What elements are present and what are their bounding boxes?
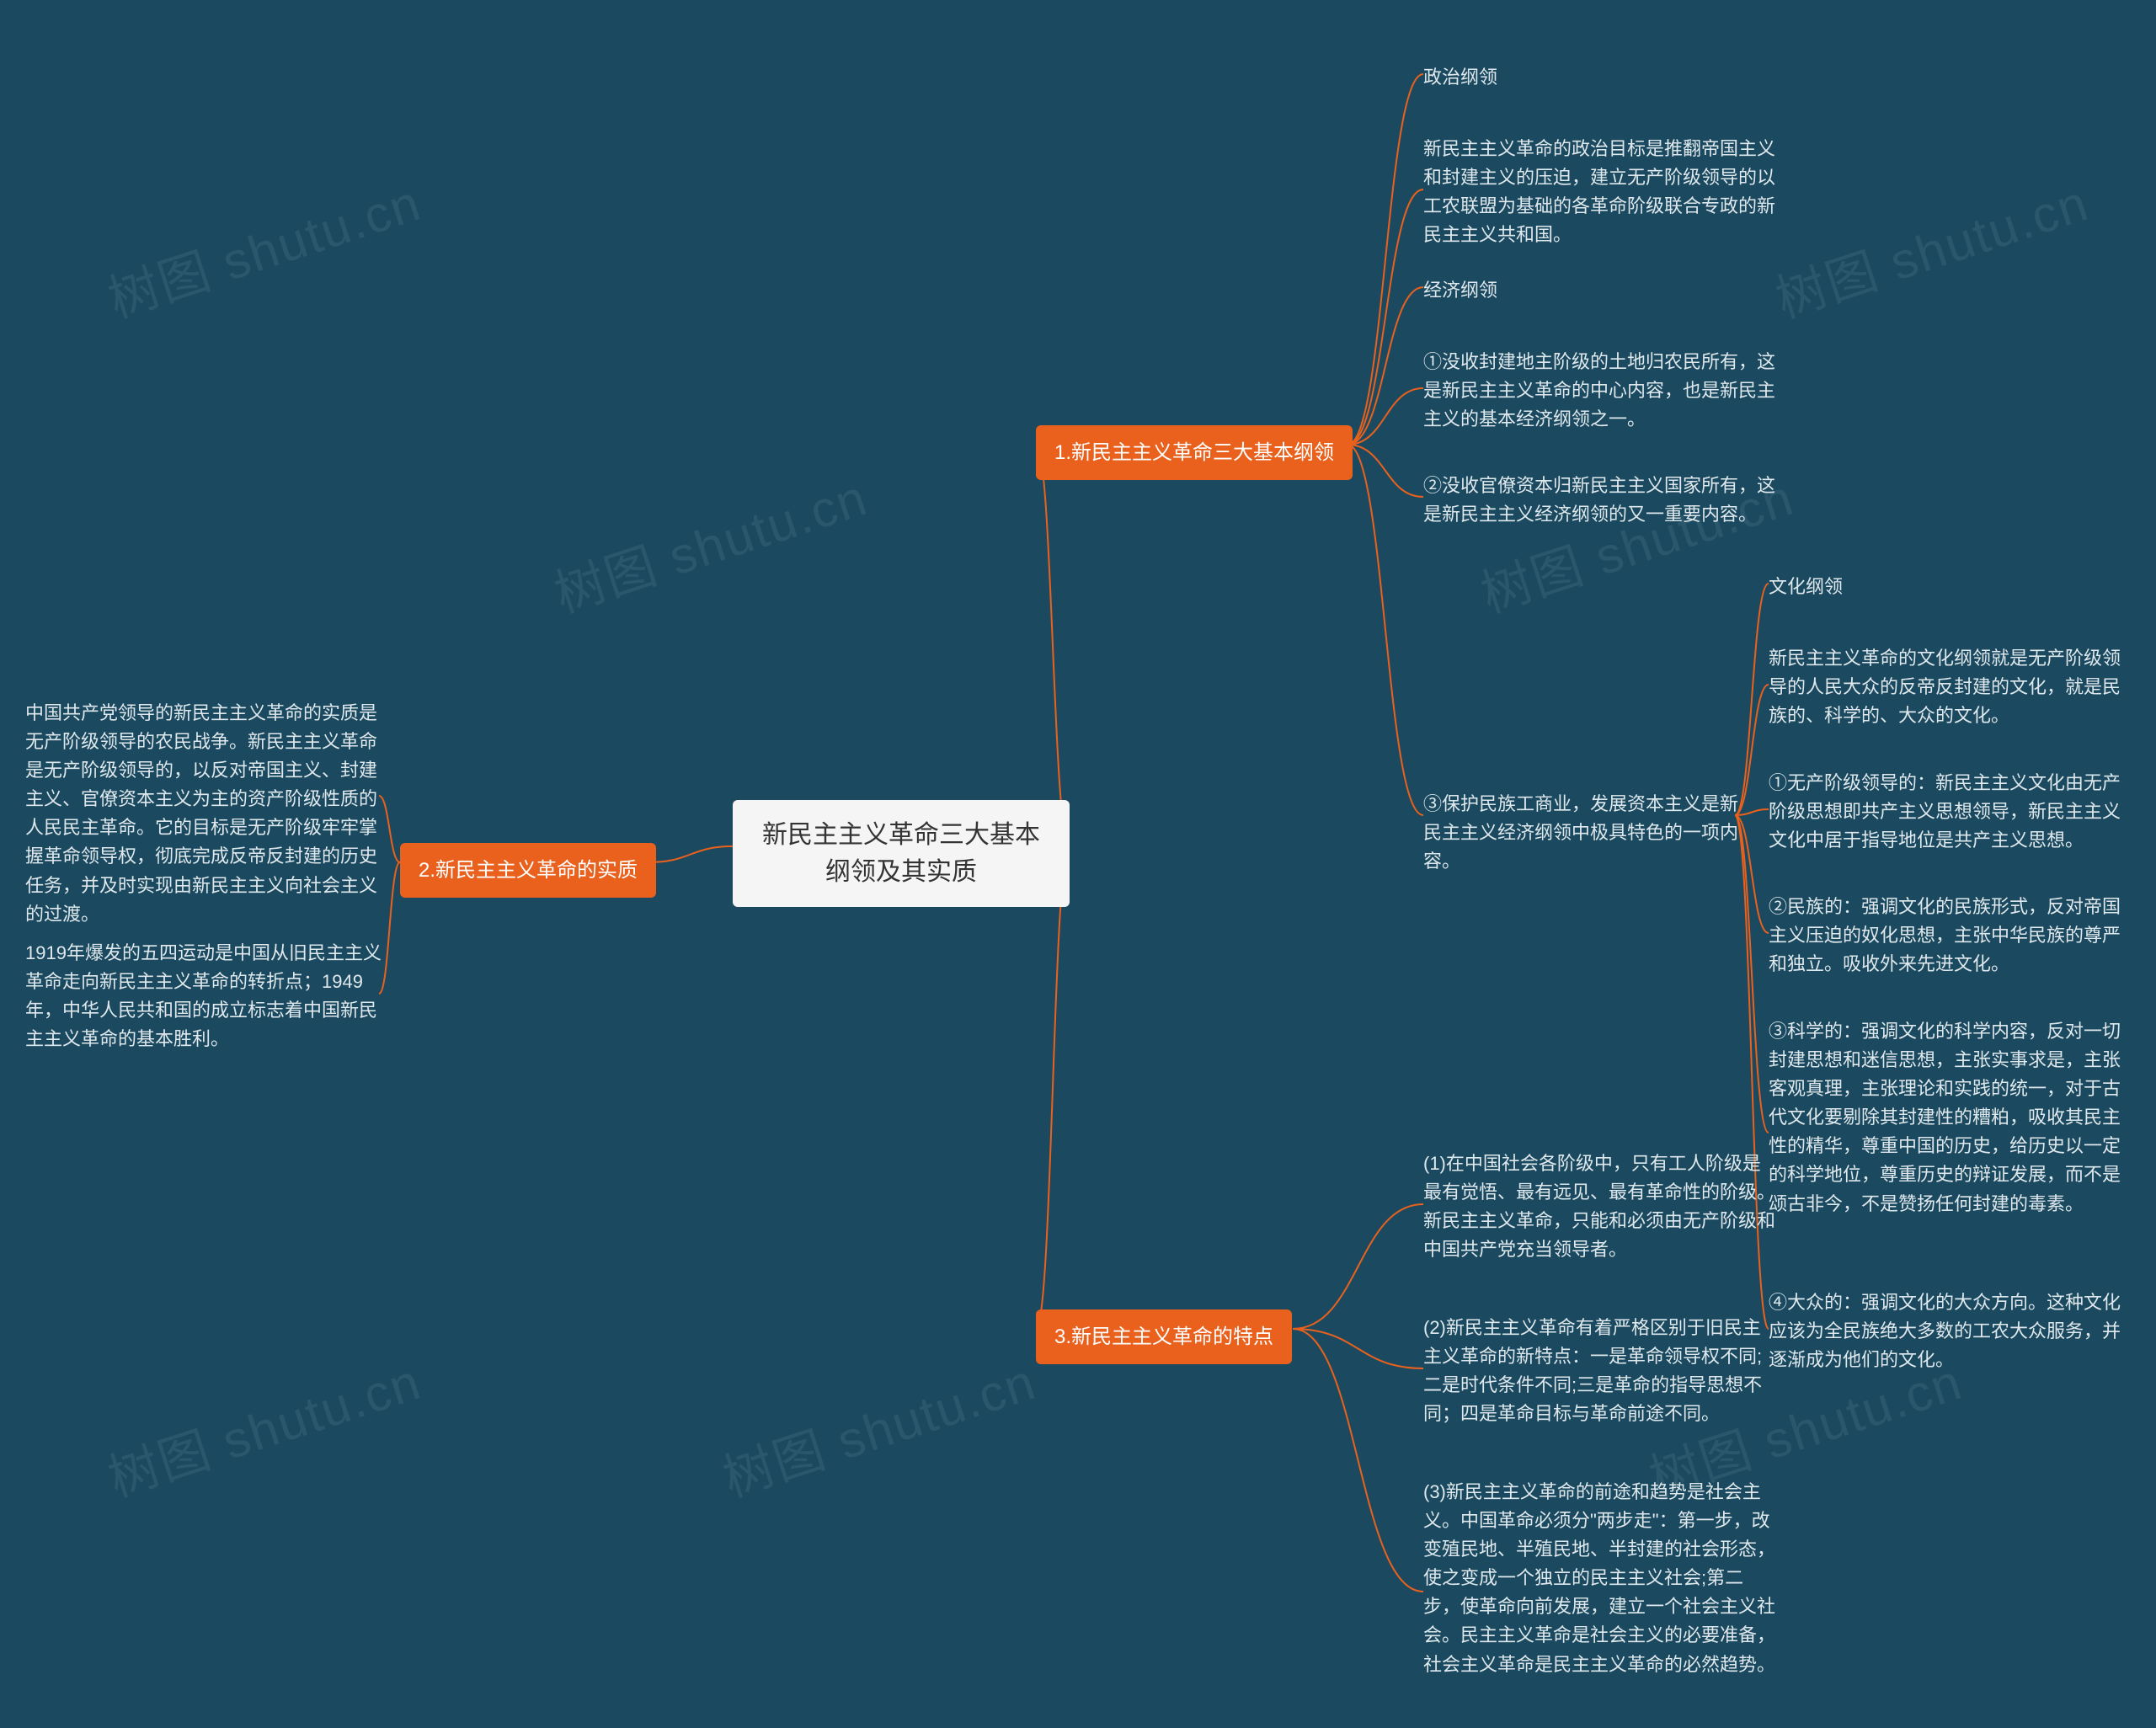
leaf-m1f[interactable]: ③保护民族工商业，发展资本主义是新民主主义经济纲领中极具特色的一项内容。 [1423, 790, 1743, 876]
watermark: 树图 shutu.cn [1765, 163, 2097, 333]
leaf-m1c[interactable]: 经济纲领 [1423, 276, 1497, 305]
watermark: 树图 shutu.cn [544, 457, 876, 627]
leaf-m1f6[interactable]: ④大众的：强调文化的大众方向。这种文化应该为全民族绝大多数的工农大众服务，并逐渐… [1769, 1288, 2122, 1374]
root-node[interactable]: 新民主主义革命三大基本 纲领及其实质 [733, 800, 1070, 907]
leaf-m1f2[interactable]: 新民主主义革命的文化纲领就是无产阶级领导的人民大众的反帝反封建的文化，就是民族的… [1769, 644, 2122, 730]
leaf-m2b[interactable]: 1919年爆发的五四运动是中国从旧民主主义革命走向新民主主义革命的转折点；194… [25, 939, 387, 1053]
leaf-m1d[interactable]: ①没收封建地主阶级的土地归农民所有，这是新民主主义革命的中心内容，也是新民主主义… [1423, 348, 1777, 434]
leaf-m1f3[interactable]: ①无产阶级领导的：新民主主义文化由无产阶级思想即共产主义思想领导，新民主主义文化… [1769, 769, 2122, 855]
leaf-m1a[interactable]: 政治纲领 [1423, 63, 1497, 92]
leaf-m1e[interactable]: ②没收官僚资本归新民主主义国家所有，这是新民主主义经济纲领的又一重要内容。 [1423, 472, 1777, 529]
leaf-m3b[interactable]: (2)新民主主义革命有着严格区别于旧民主主义革命的新特点：一是革命领导权不同;二… [1423, 1314, 1777, 1428]
watermark: 树图 shutu.cn [98, 1341, 430, 1512]
main-node-1[interactable]: 1.新民主主义革命三大基本纲领 [1036, 425, 1353, 480]
leaf-m1f5[interactable]: ③科学的：强调文化的科学内容，反对一切封建思想和迷信思想，主张实事求是，主张客观… [1769, 1017, 2122, 1219]
watermark: 树图 shutu.cn [98, 163, 430, 333]
leaf-m2a[interactable]: 中国共产党领导的新民主主义革命的实质是无产阶级领导的农民战争。新民主主义革命是无… [25, 699, 387, 929]
main-node-2[interactable]: 2.新民主主义革命的实质 [400, 843, 656, 898]
leaf-m1b[interactable]: 新民主主义革命的政治目标是推翻帝国主义和封建主义的压迫，建立无产阶级领导的以工农… [1423, 135, 1777, 249]
leaf-m1f1[interactable]: 文化纲领 [1769, 573, 1843, 601]
leaf-m1f4[interactable]: ②民族的：强调文化的民族形式，反对帝国主义压迫的奴化思想，主张中华民族的尊严和独… [1769, 893, 2122, 979]
main-node-3[interactable]: 3.新民主主义革命的特点 [1036, 1309, 1292, 1364]
leaf-m3c[interactable]: (3)新民主主义革命的前途和趋势是社会主义。中国革命必须分"两步走"：第一步，改… [1423, 1478, 1777, 1679]
leaf-m3a[interactable]: (1)在中国社会各阶级中，只有工人阶级是最有觉悟、最有远见、最有革命性的阶级。新… [1423, 1149, 1777, 1264]
watermark: 树图 shutu.cn [712, 1341, 1044, 1512]
